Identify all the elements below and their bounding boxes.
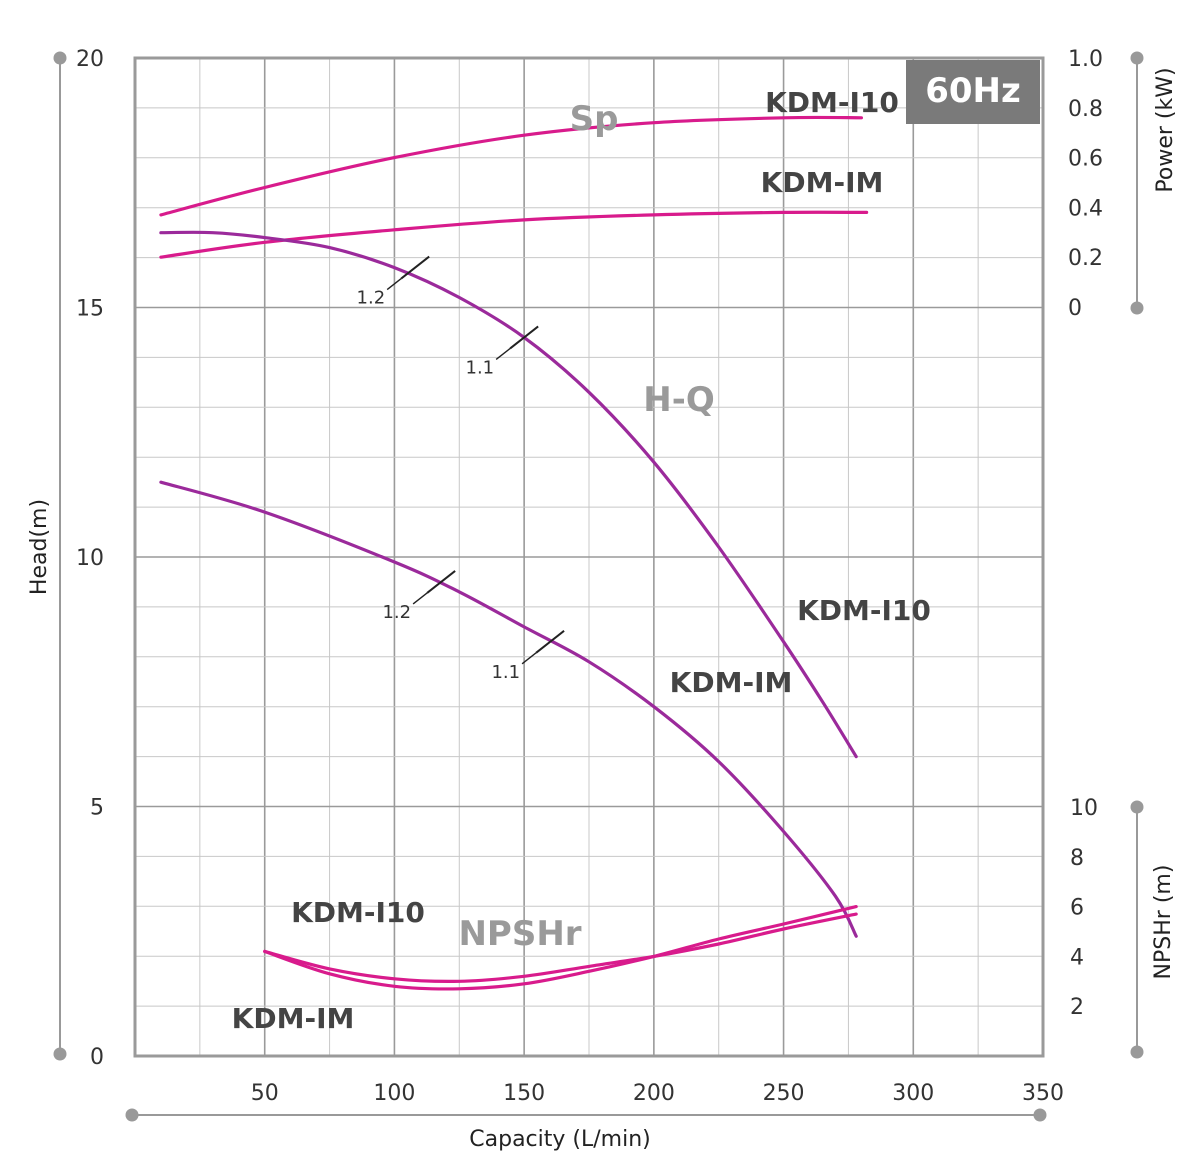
power-curve-kdm-i10 — [159, 115, 863, 217]
head-axis-title: Head(m) — [27, 499, 52, 595]
frequency-badge — [906, 60, 1040, 124]
head-axis-span-end — [53, 51, 67, 65]
tick-labels: 50 100 150 200 250 300 3500510152000.20.40.60.… — [76, 47, 1103, 1106]
x-tick-label: 50 — [251, 1081, 279, 1106]
efficiency-label: 1.2 — [382, 602, 411, 623]
power-tick-label: 0 — [1068, 296, 1082, 321]
power-axis-title: Power (kW) — [1153, 67, 1178, 192]
power-axis-span-end — [1130, 51, 1144, 65]
x-tick-label: 300 — [892, 1081, 934, 1106]
head-axis-span-end — [53, 1047, 67, 1061]
npshr-tick-label: 4 — [1070, 945, 1084, 970]
power-tick-label: 1.0 — [1068, 47, 1103, 72]
npshr-tick-label: 10 — [1070, 796, 1098, 821]
power-tick-label: 0.2 — [1068, 246, 1103, 271]
efficiency-leader — [386, 278, 402, 291]
hq-group-label: H-Q — [643, 380, 714, 420]
efficiency-tick — [535, 630, 565, 654]
x-tick-label: 250 — [763, 1081, 805, 1106]
npshr-curve-kdm-i10 — [263, 912, 858, 983]
head-curve-kdm-i10 — [159, 230, 858, 759]
head-tick-label: 15 — [76, 297, 104, 322]
efficiency-tick — [426, 570, 456, 594]
power-curve-kdm-im — [159, 210, 869, 259]
power-tick-label: 0.6 — [1068, 147, 1103, 172]
capacity-axis-span-end — [1033, 1108, 1047, 1122]
power-kdm-im-label: KDM-IM — [761, 166, 884, 199]
efficiency-leader — [412, 592, 428, 605]
efficiency-marks: 1.2 1.1 1.2 1.1 — [357, 255, 565, 683]
head-tick-label: 5 — [90, 796, 104, 821]
npshr-curve-kdm-im — [263, 905, 858, 991]
npshr-axis-span-end — [1130, 800, 1144, 814]
efficiency-label: 1.1 — [491, 662, 520, 683]
x-axis-title: Capacity (L/min) — [469, 1127, 650, 1152]
head-tick-label: 20 — [76, 47, 104, 72]
capacity-axis-span-end — [125, 1108, 139, 1122]
npshr-tick-label: 6 — [1070, 896, 1084, 921]
curves — [159, 115, 869, 991]
head-kdm-im-label: KDM-IM — [670, 666, 793, 699]
power-kdm-i10-label: KDM-I10 — [765, 86, 899, 119]
head-curve-kdm-im — [159, 480, 858, 938]
npshr-tick-label: 2 — [1070, 995, 1084, 1020]
npshr-kdm-i10-label: KDM-I10 — [291, 896, 425, 929]
head-tick-label: 0 — [90, 1045, 104, 1070]
x-tick-label: 100 — [373, 1081, 415, 1106]
efficiency-leader — [521, 652, 537, 665]
efficiency-label: 1.2 — [357, 288, 386, 309]
head-tick-label: 10 — [76, 546, 104, 571]
npshr-axis-span-end — [1130, 1045, 1144, 1059]
efficiency-tick — [509, 325, 539, 350]
x-tick-label: 150 — [503, 1081, 545, 1106]
npshr-tick-label: 8 — [1070, 846, 1084, 871]
plot-frame — [133, 56, 1045, 1058]
power-tick-label: 0.4 — [1068, 196, 1103, 221]
efficiency-label: 1.1 — [466, 357, 495, 378]
efficiency-leader — [495, 347, 511, 360]
x-tick-label: 200 — [633, 1081, 675, 1106]
x-tick-label: 350 — [1022, 1081, 1064, 1106]
axis-decorations — [53, 51, 1144, 1122]
npshr-kdm-im-label: KDM-IM — [232, 1002, 355, 1035]
npshr-axis-title: NPSHr (m) — [1151, 865, 1176, 980]
efficiency-tick — [400, 255, 430, 280]
power-tick-label: 0.8 — [1068, 97, 1103, 122]
head-kdm-i10-label: KDM-I10 — [797, 594, 931, 627]
grid — [135, 58, 1043, 1056]
sp-group-label: Sp — [570, 99, 619, 139]
frequency-badge-text: 60Hz — [925, 71, 1021, 111]
power-axis-span-end — [1130, 301, 1144, 315]
npshr-group-label: NPSHr — [458, 914, 581, 954]
